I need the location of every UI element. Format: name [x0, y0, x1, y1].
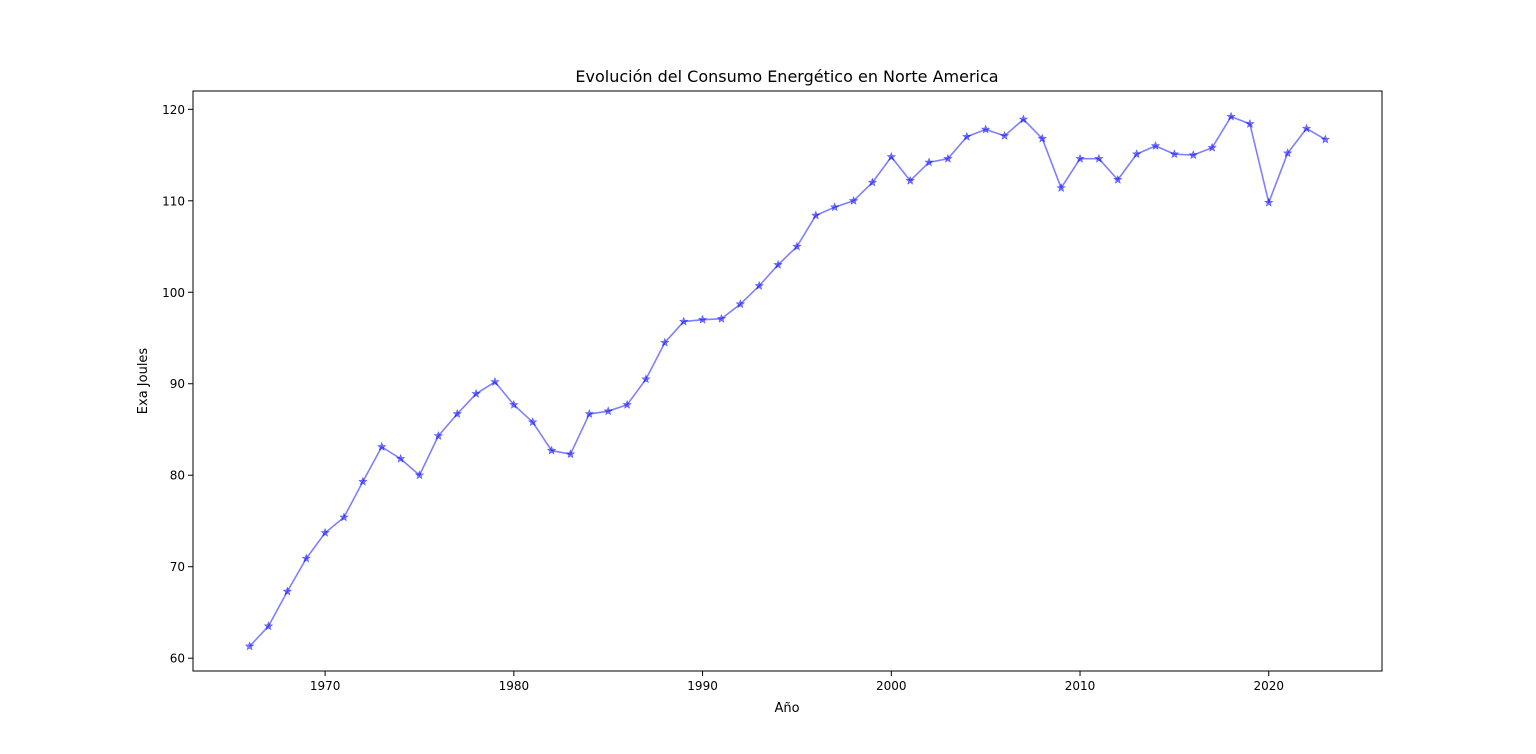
data-point: [509, 399, 519, 409]
data-point: [1301, 123, 1312, 133]
y-tick-label: 110: [162, 194, 185, 208]
data-point: [471, 388, 481, 398]
data-point: [301, 553, 312, 563]
data-point: [773, 259, 783, 269]
data-point: [1320, 134, 1331, 144]
data-point: [565, 449, 576, 459]
data-point: [1056, 182, 1066, 193]
y-tick-label: 60: [170, 652, 185, 666]
data-point: [848, 195, 859, 205]
y-axis: 60 70 80 90 100 110 120: [162, 103, 193, 666]
data-point: [1131, 149, 1142, 159]
x-axis-label: Año: [774, 701, 799, 716]
x-axis: 1970 1980 1990 2000 2010 2020: [310, 671, 1284, 693]
data-point: [792, 241, 802, 251]
data-point: [962, 131, 972, 141]
x-tick-label: 1990: [687, 679, 718, 693]
data-point: [886, 151, 897, 161]
series-layer: [244, 111, 1331, 651]
data-point: [320, 527, 330, 537]
data-point: [697, 314, 708, 324]
data-point: [376, 441, 387, 451]
data-point: [660, 337, 670, 347]
data-point: [867, 177, 878, 187]
data-point: [339, 512, 349, 522]
data-point: [1263, 197, 1274, 207]
data-point: [1226, 111, 1236, 121]
y-tick-label: 100: [162, 286, 185, 300]
data-point: [282, 586, 293, 596]
data-point: [829, 202, 840, 212]
data-point: [584, 408, 595, 419]
data-point: [433, 430, 444, 440]
data-point: [943, 153, 953, 163]
data-point: [1018, 114, 1029, 124]
data-point: [1245, 118, 1255, 129]
data-point: [754, 280, 764, 290]
data-point: [980, 124, 991, 134]
x-tick-label: 1980: [499, 679, 530, 693]
data-point: [1112, 174, 1123, 184]
x-tick-label: 2010: [1065, 679, 1096, 693]
data-point: [1207, 142, 1217, 152]
data-point: [716, 313, 727, 323]
x-tick-label: 1970: [310, 679, 341, 693]
series-line: [249, 115, 1326, 647]
data-point: [1169, 149, 1180, 159]
y-tick-label: 120: [162, 103, 185, 117]
data-point: [490, 376, 500, 386]
data-point: [999, 130, 1010, 140]
data-point: [603, 406, 613, 416]
data-point: [546, 445, 557, 455]
data-point: [1188, 150, 1199, 160]
data-point: [414, 470, 425, 480]
data-point: [905, 175, 915, 185]
data-point: [358, 476, 368, 486]
data-point: [1282, 148, 1293, 158]
data-point: [452, 408, 463, 419]
x-tick-label: 2020: [1253, 679, 1284, 693]
data-point: [1037, 133, 1048, 143]
y-tick-label: 70: [170, 560, 185, 574]
data-point: [622, 399, 632, 409]
data-point: [527, 417, 538, 427]
data-point: [395, 453, 406, 463]
data-point: [678, 316, 689, 326]
data-point: [1075, 153, 1085, 163]
y-tick-label: 80: [170, 469, 185, 483]
plot-area: [192, 90, 1383, 672]
data-point: [811, 210, 821, 220]
data-point: [263, 621, 274, 631]
chart-title: Evolución del Consumo Energético en Nort…: [575, 67, 998, 86]
x-tick-label: 2000: [876, 679, 907, 693]
y-axis-label: Exa Joules: [136, 348, 151, 415]
data-point: [1150, 140, 1161, 150]
data-point: [244, 641, 255, 651]
data-point: [641, 374, 651, 384]
data-point: [924, 157, 934, 167]
y-tick-label: 90: [170, 377, 185, 391]
data-point: [1094, 153, 1104, 163]
data-point: [735, 299, 746, 309]
